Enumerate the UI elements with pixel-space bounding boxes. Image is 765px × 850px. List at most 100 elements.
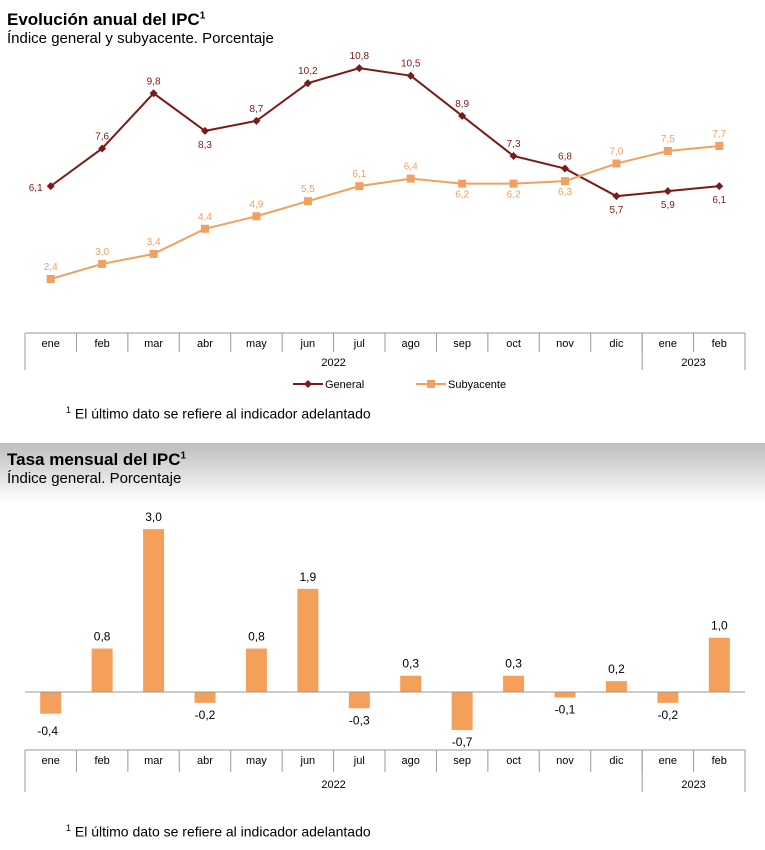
data-point (149, 89, 158, 98)
data-point (715, 182, 724, 191)
data-label: 10,8 (350, 51, 370, 62)
line-chart: 2022 2023 ene feb mar abr may jun jul ago sep oct no… (24, 51, 746, 391)
year-label: 2023 (681, 779, 705, 791)
data-label: 1,9 (300, 570, 317, 584)
bar (503, 675, 525, 692)
data-point (149, 249, 158, 258)
data-label: 3,0 (95, 247, 109, 258)
bar (554, 692, 576, 698)
bar (451, 692, 473, 731)
x-tick-label: feb (94, 338, 109, 350)
data-point (252, 116, 261, 125)
data-point (561, 164, 569, 173)
bar (348, 692, 370, 709)
data-point (201, 224, 209, 233)
x-tick-label: sep (453, 755, 471, 767)
data-label: 1,0 (711, 619, 728, 633)
chart2-subtitle: Índice general. Porcentaje (7, 470, 182, 487)
data-point (46, 182, 55, 191)
data-label: 7,5 (661, 134, 675, 145)
year-label: 2022 (321, 357, 345, 369)
x-tick-label: sep (453, 338, 471, 350)
bar (194, 692, 216, 703)
data-label: 3,4 (147, 237, 161, 248)
bar (657, 692, 679, 703)
data-point (201, 126, 209, 135)
data-label: 5,7 (609, 205, 623, 216)
data-label: 8,7 (249, 104, 263, 115)
data-label: 6,1 (352, 169, 366, 180)
data-label: -0,3 (349, 713, 370, 727)
x-tick-label: ene (659, 755, 677, 767)
bar (400, 675, 422, 692)
x-tick-label: dic (609, 338, 624, 350)
x-tick-label: ene (42, 338, 60, 350)
x-tick-label: ene (42, 755, 60, 767)
data-label: 5,9 (661, 200, 675, 211)
data-label: 0,3 (505, 657, 522, 671)
x-tick-label: may (246, 338, 267, 350)
legend-marker (427, 380, 435, 388)
x-tick-label: feb (94, 755, 109, 767)
chart2-title: Tasa mensual del IPC1 (7, 450, 187, 469)
x-tick-label: may (246, 755, 267, 767)
bar (605, 681, 627, 692)
data-point (509, 179, 518, 188)
data-label: 0,2 (608, 662, 625, 676)
data-label: 6,1 (29, 183, 43, 194)
data-point (715, 141, 724, 150)
x-tick-label: nov (556, 755, 574, 767)
data-label: 7,6 (95, 131, 109, 142)
data-point (406, 71, 415, 80)
data-label: 7,7 (712, 129, 726, 140)
x-tick-label: nov (556, 338, 574, 350)
year-label: 2023 (681, 357, 705, 369)
data-point (458, 179, 467, 188)
data-label: 10,5 (401, 59, 421, 70)
data-point (98, 259, 107, 268)
legend-label: Subyacente (448, 379, 506, 391)
data-label: -0,2 (658, 708, 679, 722)
data-point (355, 182, 364, 191)
x-tick-label: oct (506, 338, 521, 350)
data-point (458, 111, 467, 120)
x-tick-label: jun (300, 755, 316, 767)
data-point (561, 177, 569, 186)
data-point (303, 197, 312, 206)
data-label: 9,8 (147, 76, 161, 87)
chart1-title: Evolución anual del IPC1 (7, 10, 206, 29)
x-tick-label: jul (353, 755, 365, 767)
bar (708, 637, 730, 692)
data-label: 5,5 (301, 184, 315, 195)
data-label: 8,9 (455, 99, 469, 110)
data-label: 6,2 (507, 190, 521, 201)
data-point (303, 79, 312, 88)
x-tick-label: abr (197, 755, 213, 767)
series-line-subyacente (50, 144, 720, 280)
data-label: 10,2 (298, 66, 318, 77)
bar (297, 588, 319, 692)
data-point (252, 212, 261, 221)
data-point (46, 275, 55, 283)
data-label: -0,1 (555, 702, 576, 716)
data-label: 6,3 (558, 187, 572, 198)
data-point (406, 174, 415, 183)
data-label: 7,3 (507, 139, 521, 150)
data-label: -0,4 (37, 724, 58, 738)
x-tick-label: jun (300, 338, 316, 350)
x-tick-label: mar (144, 338, 163, 350)
data-point (612, 192, 621, 201)
data-label: 6,8 (558, 152, 572, 163)
data-point (663, 146, 672, 155)
data-point (663, 187, 672, 196)
year-label: 2022 (321, 779, 345, 791)
x-tick-label: abr (197, 338, 213, 350)
series-line-general (50, 67, 720, 198)
x-tick-label: ago (402, 338, 420, 350)
data-label: 2,4 (44, 262, 58, 273)
chart1-subtitle: Índice general y subyacente. Porcentaje (7, 30, 274, 47)
x-tick-label: feb (712, 755, 727, 767)
x-tick-label: ago (402, 755, 420, 767)
data-label: 6,1 (712, 195, 726, 206)
data-point (98, 144, 107, 153)
